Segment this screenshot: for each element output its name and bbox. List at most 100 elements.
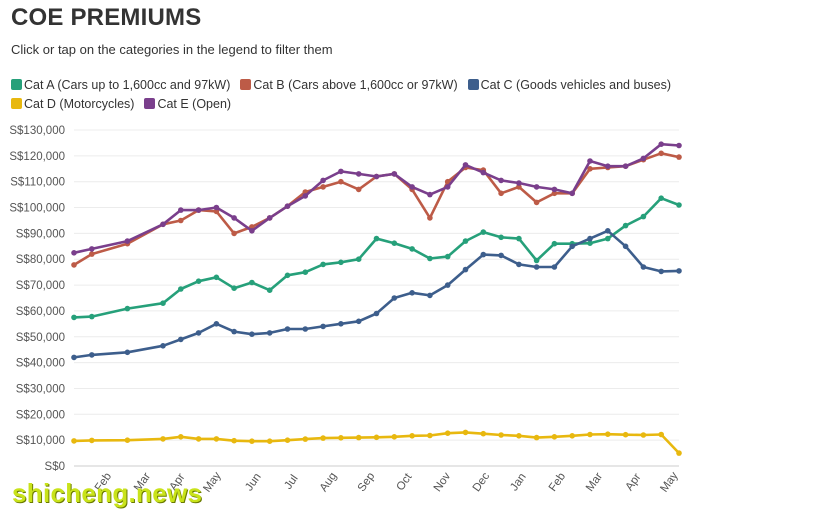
- data-point: [195, 436, 202, 442]
- data-point: [124, 349, 131, 356]
- data-point: [427, 215, 433, 221]
- data-point: [391, 171, 398, 177]
- data-point: [391, 434, 398, 440]
- data-point: [124, 305, 131, 312]
- y-tick-label: S$70,000: [16, 280, 65, 292]
- data-point: [409, 290, 415, 296]
- series-line: [72, 229, 681, 359]
- legend-item-cat-e[interactable]: Cat E (Open): [144, 97, 231, 111]
- data-point: [427, 255, 433, 262]
- data-point: [622, 222, 629, 229]
- data-point: [249, 331, 255, 338]
- data-point: [249, 279, 255, 286]
- x-tick-label: Oct: [394, 471, 415, 493]
- data-point: [676, 450, 682, 456]
- watermark-logo: shicheng.news: [12, 478, 203, 508]
- legend-label-cat-d: Cat D (Motorcycles): [24, 96, 135, 111]
- data-point: [178, 336, 184, 343]
- data-point: [160, 221, 166, 228]
- data-point: [587, 240, 593, 246]
- data-point: [195, 207, 202, 213]
- data-point: [498, 252, 504, 259]
- x-tick-label: Aug: [318, 470, 340, 494]
- data-point: [498, 432, 504, 438]
- y-tick-label: S$80,000: [16, 254, 65, 266]
- data-point: [658, 268, 664, 275]
- data-point: [266, 215, 273, 221]
- legend-swatch-cat-e: [144, 98, 156, 109]
- data-point: [462, 162, 469, 168]
- data-point: [195, 330, 202, 336]
- data-point: [195, 278, 202, 285]
- data-point: [605, 431, 611, 438]
- data-point: [231, 328, 237, 335]
- data-point: [427, 292, 433, 299]
- x-tick-label: Feb: [547, 471, 568, 494]
- data-point: [587, 235, 593, 242]
- data-point: [71, 262, 77, 268]
- data-point: [658, 431, 664, 438]
- data-point: [338, 321, 344, 327]
- data-point: [480, 430, 487, 437]
- data-point: [569, 190, 575, 197]
- data-point: [284, 203, 291, 209]
- data-point: [373, 310, 380, 317]
- data-point: [338, 168, 344, 175]
- data-point: [498, 190, 504, 197]
- legend-row-2: Cat D (Motorcycles) Cat E (Open): [11, 94, 711, 113]
- data-point: [320, 184, 326, 190]
- data-point: [231, 437, 237, 444]
- x-tick-label: May: [201, 470, 223, 495]
- data-point: [160, 300, 166, 307]
- data-point: [658, 150, 664, 157]
- data-point: [658, 195, 664, 201]
- data-point: [178, 207, 184, 213]
- legend-swatch-cat-a: [11, 79, 22, 90]
- data-point: [605, 163, 611, 169]
- data-point: [284, 326, 291, 332]
- data-point: [71, 314, 77, 321]
- data-point: [427, 191, 433, 198]
- data-point: [338, 178, 344, 185]
- chart-subtitle: Click or tap on the categories in the le…: [11, 42, 333, 57]
- x-tick-label: Jul: [282, 473, 300, 492]
- data-point: [480, 169, 487, 176]
- data-point: [213, 208, 220, 215]
- legend-item-cat-c[interactable]: Cat C (Goods vehicles and buses): [467, 78, 671, 92]
- data-point: [284, 437, 291, 444]
- data-point: [89, 251, 95, 257]
- data-point: [320, 177, 326, 184]
- data-point: [516, 184, 522, 190]
- data-point: [338, 259, 344, 266]
- data-point: [391, 240, 398, 246]
- data-point: [71, 438, 77, 444]
- data-point: [249, 228, 255, 234]
- data-point: [605, 228, 611, 234]
- chart-title: COE PREMIUMS: [11, 4, 202, 31]
- data-point: [320, 323, 326, 330]
- data-point: [622, 431, 629, 438]
- data-point: [676, 202, 682, 208]
- data-point: [373, 173, 380, 180]
- data-point: [160, 343, 166, 349]
- legend-item-cat-b[interactable]: Cat B (Cars above 1,600cc or 97kW): [240, 78, 458, 92]
- data-point: [124, 238, 131, 244]
- data-point: [391, 295, 398, 301]
- legend-item-cat-a[interactable]: Cat A (Cars up to 1,600cc and 97kW): [11, 78, 230, 92]
- data-point: [587, 158, 593, 164]
- data-point: [551, 434, 558, 440]
- x-tick-label: May: [658, 470, 680, 495]
- data-point: [71, 250, 77, 256]
- data-point: [409, 246, 415, 252]
- legend-item-cat-d[interactable]: Cat D (Motorcycles): [11, 97, 134, 111]
- data-point: [516, 235, 522, 242]
- data-point: [266, 438, 273, 445]
- data-point: [551, 190, 558, 197]
- data-point: [533, 434, 540, 441]
- y-tick-label: S$130,000: [9, 125, 65, 137]
- data-point: [71, 354, 77, 361]
- data-point: [302, 436, 309, 442]
- data-point: [569, 433, 575, 439]
- data-point: [676, 154, 682, 160]
- data-point: [551, 186, 558, 193]
